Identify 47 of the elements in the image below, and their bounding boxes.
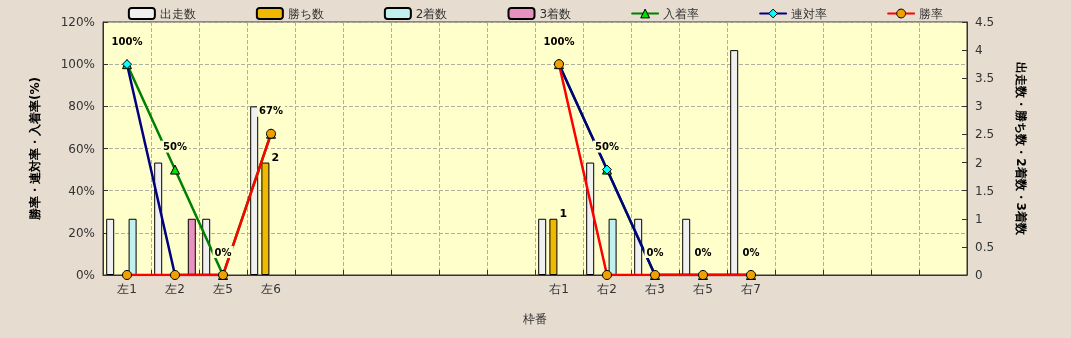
x-tick-label: 左6 bbox=[261, 282, 281, 296]
y-axis-title: 勝率・連対率・入着率(%) bbox=[28, 77, 42, 221]
data-label: 50% bbox=[163, 141, 187, 153]
x-tick-label: 左1 bbox=[117, 282, 137, 296]
y2-axis-title: 出走数・勝ち数・2着数・3着数 bbox=[1014, 62, 1028, 236]
y2-tick-label: 1.5 bbox=[975, 183, 995, 198]
data-label: 0% bbox=[214, 246, 232, 258]
y2-tick-label: 3 bbox=[975, 99, 983, 114]
legend-label: 連対率 bbox=[791, 6, 828, 21]
data-label: 100% bbox=[111, 35, 143, 47]
x-axis-title: 枠番 bbox=[522, 312, 547, 326]
y2-tick-label: 2.5 bbox=[975, 127, 995, 142]
x-tick-label: 右1 bbox=[549, 282, 569, 296]
x-tick-label: 左5 bbox=[213, 282, 233, 296]
data-label: 1 bbox=[559, 206, 568, 220]
y-tick-label: 60% bbox=[68, 141, 95, 156]
y2-tick-label: 4 bbox=[975, 43, 983, 58]
data-label: 2 bbox=[271, 150, 280, 164]
data-label: 50% bbox=[595, 141, 619, 153]
x-tick-label: 左2 bbox=[165, 282, 185, 296]
y2-tick-label: 4.5 bbox=[975, 15, 995, 29]
data-label: 67% bbox=[259, 105, 283, 117]
y-tick-label: 80% bbox=[68, 99, 95, 114]
y-tick-label: 120% bbox=[60, 15, 95, 29]
y2-tick-label: 1 bbox=[975, 211, 983, 226]
y2-tick-label: 0 bbox=[975, 268, 983, 282]
y-tick-label: 100% bbox=[60, 57, 95, 72]
y-tick-label: 20% bbox=[68, 225, 95, 240]
y2-tick-label: 2 bbox=[975, 155, 983, 170]
legend-label: 勝ち数 bbox=[287, 6, 324, 21]
y2-tick-label: 0.5 bbox=[975, 239, 995, 254]
legend-label: 入着率 bbox=[663, 6, 700, 21]
y2-tick-label: 3.5 bbox=[975, 71, 995, 86]
x-tick-label: 右5 bbox=[693, 282, 713, 296]
data-label: 0% bbox=[694, 246, 712, 258]
x-tick-label: 右3 bbox=[645, 282, 665, 296]
data-label: 100% bbox=[543, 35, 575, 47]
data-label: 0% bbox=[742, 246, 760, 258]
x-tick-label: 右2 bbox=[597, 282, 617, 296]
data-label: 0% bbox=[646, 246, 664, 258]
legend-label: 出走数 bbox=[159, 6, 196, 21]
legend-label: 3着数 bbox=[539, 6, 572, 21]
legend-label: 勝率 bbox=[919, 6, 944, 21]
y-tick-label: 0% bbox=[75, 268, 95, 282]
x-tick-label: 右7 bbox=[741, 282, 761, 296]
legend-label: 2着数 bbox=[415, 6, 448, 21]
y-tick-label: 40% bbox=[68, 183, 95, 198]
